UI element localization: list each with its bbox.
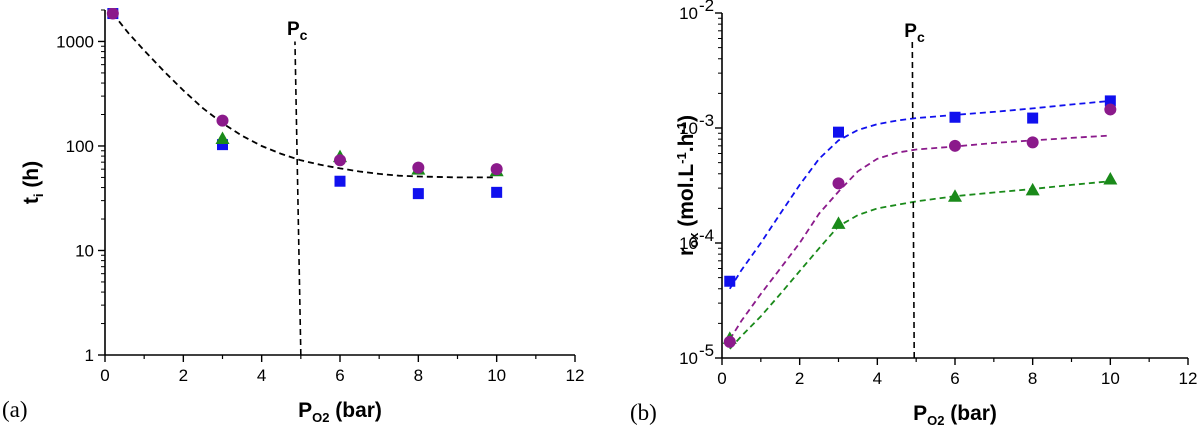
circle-marker xyxy=(490,163,503,176)
y-tick-exponent: -2 xyxy=(699,0,714,15)
fit-curve xyxy=(112,12,497,179)
x-axis-label-main: P xyxy=(298,399,312,422)
circle-marker xyxy=(1026,136,1039,149)
y-tick-exponent: -4 xyxy=(699,226,714,245)
circle-marker xyxy=(949,139,961,152)
y-axis-label-main: r xyxy=(675,248,698,256)
pc-label-sub: c xyxy=(300,27,308,43)
x-tick-label: 12 xyxy=(566,366,585,385)
y-tick-exponent: -3 xyxy=(699,111,714,130)
panel-label: (a) xyxy=(2,397,28,422)
square-marker xyxy=(217,139,228,151)
y-axis-label-unit: (mol.L xyxy=(675,164,698,233)
y-axis-label: ti (h) xyxy=(20,161,46,204)
y-tick-label: 1 xyxy=(85,346,94,365)
x-tick-label: 0 xyxy=(717,369,726,388)
panel-label: (b) xyxy=(630,400,657,425)
fit-curve xyxy=(729,180,1111,350)
x-axis-label-sub: O2 xyxy=(312,410,329,425)
x-tick-label: 4 xyxy=(257,366,266,385)
triangle-marker xyxy=(1103,172,1118,185)
circle-marker xyxy=(723,335,736,348)
x-tick-label: 2 xyxy=(795,369,804,388)
y-tick-label: 10 xyxy=(75,241,94,260)
x-axis-label-unit: (bar) xyxy=(329,399,382,422)
y-axis-label-main: t xyxy=(20,197,43,204)
circle-marker xyxy=(334,154,346,167)
y-axis-label-unit: ) xyxy=(675,115,698,122)
y-axis-label-unit: (h) xyxy=(20,161,43,194)
x-tick-label: 8 xyxy=(1028,369,1037,388)
square-marker xyxy=(724,275,736,287)
pc-label-main: P xyxy=(287,19,300,40)
y-tick-label: 10 xyxy=(679,4,698,23)
x-axis-label: PO2 (bar) xyxy=(298,399,382,425)
plot-area xyxy=(106,8,504,355)
fit-curve xyxy=(729,100,1111,290)
pc-line xyxy=(911,39,916,358)
pc-line xyxy=(294,41,302,355)
square-marker xyxy=(1027,112,1039,124)
circle-marker xyxy=(1104,103,1117,116)
x-tick-label: 6 xyxy=(335,366,344,385)
x-axis-label-unit: (bar) xyxy=(944,402,997,425)
y-axis-label-sub: ox xyxy=(686,232,701,248)
y-tick-label: 1000 xyxy=(56,32,94,51)
triangle-marker xyxy=(948,189,962,202)
circle-marker xyxy=(832,177,845,190)
y-axis-label-sup: -1 xyxy=(674,152,689,164)
y-tick-label: 100 xyxy=(66,137,94,156)
y-tick-label: 10 xyxy=(679,119,698,138)
triangle-marker xyxy=(215,131,230,144)
y-tick-label: 10 xyxy=(679,349,698,368)
x-tick-label: 12 xyxy=(1179,369,1198,388)
pc-label: Pc xyxy=(904,21,925,45)
square-marker xyxy=(833,126,844,138)
square-marker xyxy=(412,188,424,200)
y-axis-label: rox (mol.L-1.h-1) xyxy=(674,115,701,256)
y-axis-label-sup: -1 xyxy=(674,122,689,134)
x-tick-label: 6 xyxy=(950,369,959,388)
pc-label: Pc xyxy=(287,19,308,43)
y-tick-label: 10 xyxy=(679,234,698,253)
x-axis-label-sub: O2 xyxy=(927,413,944,428)
circle-marker xyxy=(106,8,119,20)
x-tick-label: 10 xyxy=(1101,369,1120,388)
pc-label-sub: c xyxy=(917,29,925,45)
x-tick-label: 8 xyxy=(414,366,423,385)
y-tick-exponent: -5 xyxy=(699,341,714,360)
triangle-marker xyxy=(831,216,846,229)
x-tick-label: 4 xyxy=(873,369,882,388)
plot-area xyxy=(722,39,1118,358)
triangle-marker xyxy=(1025,182,1040,196)
circle-marker xyxy=(412,161,425,174)
square-marker xyxy=(949,111,961,123)
fit-curve xyxy=(729,134,1111,340)
square-marker xyxy=(334,175,346,187)
y-axis-label-sub: i xyxy=(31,194,46,198)
x-axis-label-main: P xyxy=(913,402,927,425)
square-marker xyxy=(1104,95,1116,107)
x-tick-label: 0 xyxy=(100,366,109,385)
y-axis-label-unit: .h xyxy=(675,134,698,153)
circle-marker xyxy=(216,114,229,127)
x-tick-label: 10 xyxy=(487,366,506,385)
pc-label-main: P xyxy=(904,21,917,42)
x-tick-label: 2 xyxy=(179,366,188,385)
x-axis-label: PO2 (bar) xyxy=(913,402,997,428)
square-marker xyxy=(491,186,503,198)
